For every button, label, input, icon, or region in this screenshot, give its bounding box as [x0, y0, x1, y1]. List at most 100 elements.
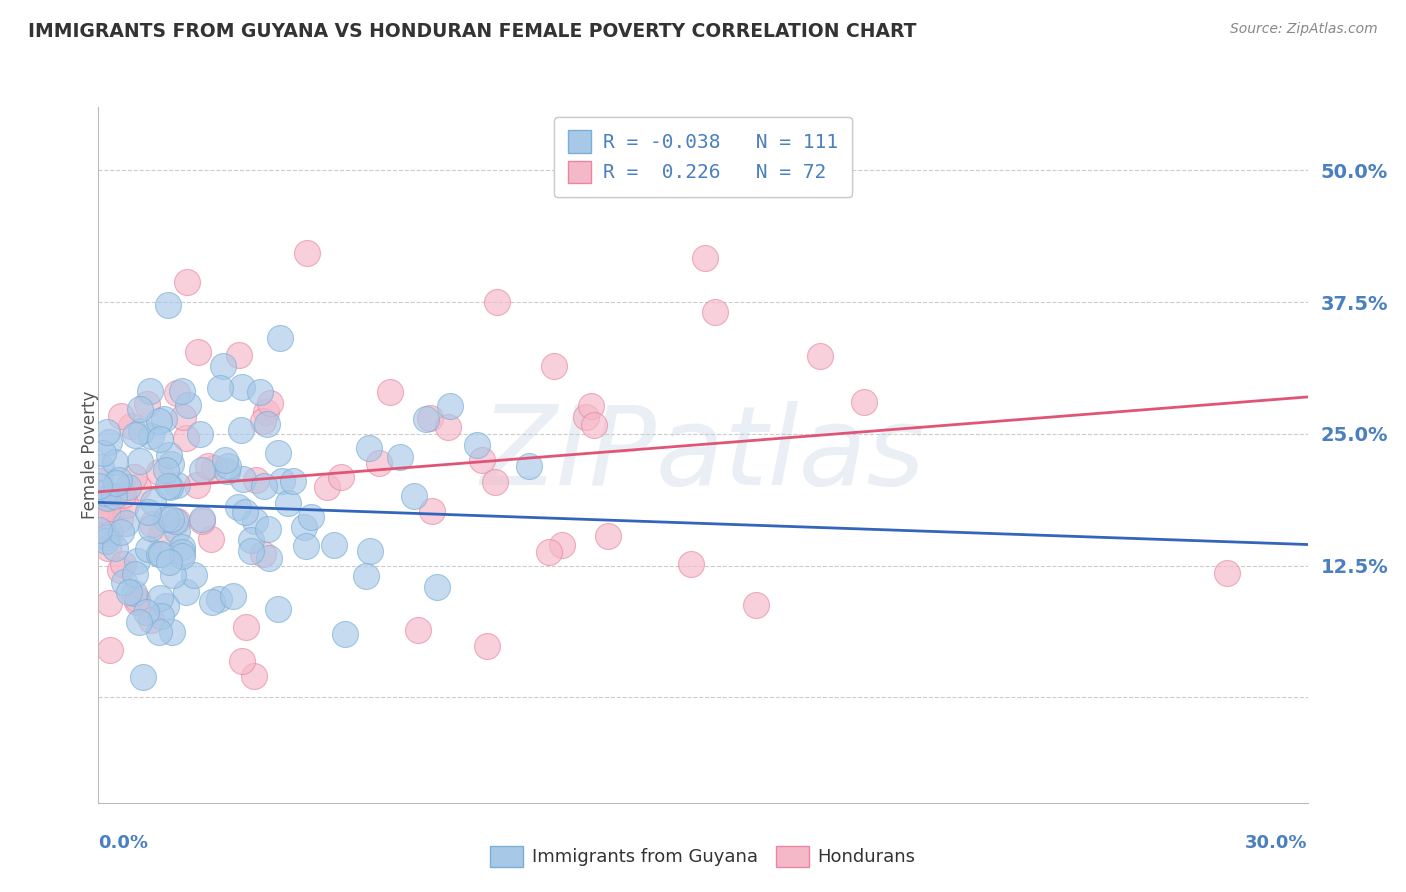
Point: [229, 423, 252, 437]
Point: [679, 557, 702, 571]
Point: [231, 655, 253, 669]
Point: [141, 517, 163, 532]
Point: [94, 533, 117, 548]
Point: [89, 479, 111, 493]
Point: [89, 474, 111, 488]
Point: [149, 432, 172, 446]
Point: [329, 469, 352, 483]
Point: [160, 511, 183, 525]
Point: [208, 592, 231, 607]
Point: [96, 505, 118, 519]
Point: [222, 590, 245, 604]
Point: [98, 596, 121, 610]
Point: [1216, 566, 1239, 581]
Point: [596, 528, 619, 542]
Point: [214, 452, 236, 467]
Text: ZIPatlas: ZIPatlas: [481, 401, 925, 508]
Point: [103, 541, 125, 556]
Text: IMMIGRANTS FROM GUYANA VS HONDURAN FEMALE POVERTY CORRELATION CHART: IMMIGRANTS FROM GUYANA VS HONDURAN FEMAL…: [28, 22, 917, 41]
Point: [191, 512, 214, 526]
Point: [129, 424, 152, 438]
Point: [128, 615, 150, 629]
Point: [129, 454, 152, 468]
Point: [120, 418, 142, 433]
Point: [420, 504, 443, 518]
Point: [183, 567, 205, 582]
Point: [187, 345, 209, 359]
Point: [90, 460, 112, 475]
Point: [176, 275, 198, 289]
Point: [551, 538, 574, 552]
Point: [252, 414, 274, 428]
Point: [191, 463, 214, 477]
Point: [163, 514, 186, 528]
Point: [259, 396, 281, 410]
Point: [188, 426, 211, 441]
Point: [115, 499, 138, 513]
Point: [93, 485, 115, 500]
Point: [212, 359, 235, 373]
Point: [257, 522, 280, 536]
Point: [465, 438, 488, 452]
Point: [111, 488, 134, 502]
Point: [235, 505, 257, 519]
Point: [136, 542, 159, 557]
Point: [215, 464, 238, 478]
Point: [201, 595, 224, 609]
Point: [112, 557, 135, 571]
Point: [152, 412, 174, 426]
Point: [267, 445, 290, 459]
Point: [96, 425, 118, 440]
Point: [419, 410, 441, 425]
Point: [292, 520, 315, 534]
Point: [378, 385, 401, 400]
Point: [295, 245, 318, 260]
Point: [299, 509, 322, 524]
Point: [436, 419, 458, 434]
Point: [439, 399, 461, 413]
Point: [232, 473, 254, 487]
Point: [157, 479, 180, 493]
Point: [281, 474, 304, 488]
Point: [87, 523, 110, 537]
Point: [575, 409, 598, 424]
Point: [131, 670, 153, 684]
Point: [91, 446, 114, 460]
Point: [389, 450, 412, 464]
Point: [127, 480, 149, 494]
Point: [269, 331, 291, 345]
Point: [148, 414, 170, 428]
Point: [89, 508, 111, 522]
Point: [704, 304, 727, 318]
Point: [252, 479, 274, 493]
Point: [104, 455, 127, 469]
Point: [166, 524, 188, 538]
Point: [208, 381, 231, 395]
Point: [139, 384, 162, 399]
Point: [141, 494, 163, 508]
Legend: R = -0.038   N = 111, R =  0.226   N = 72: R = -0.038 N = 111, R = 0.226 N = 72: [554, 117, 852, 196]
Point: [124, 428, 146, 442]
Point: [110, 409, 132, 424]
Point: [112, 574, 135, 589]
Point: [162, 568, 184, 582]
Point: [124, 567, 146, 582]
Point: [693, 251, 716, 265]
Point: [159, 457, 181, 471]
Point: [426, 580, 449, 594]
Point: [243, 669, 266, 683]
Point: [243, 514, 266, 528]
Point: [108, 512, 131, 526]
Point: [477, 639, 499, 653]
Point: [231, 380, 253, 394]
Point: [359, 544, 381, 558]
Point: [359, 441, 381, 455]
Text: Source: ZipAtlas.com: Source: ZipAtlas.com: [1230, 22, 1378, 37]
Point: [249, 385, 271, 400]
Point: [101, 501, 124, 516]
Text: 30.0%: 30.0%: [1246, 834, 1308, 852]
Point: [110, 525, 132, 540]
Point: [295, 539, 318, 553]
Point: [103, 489, 125, 503]
Point: [744, 599, 766, 613]
